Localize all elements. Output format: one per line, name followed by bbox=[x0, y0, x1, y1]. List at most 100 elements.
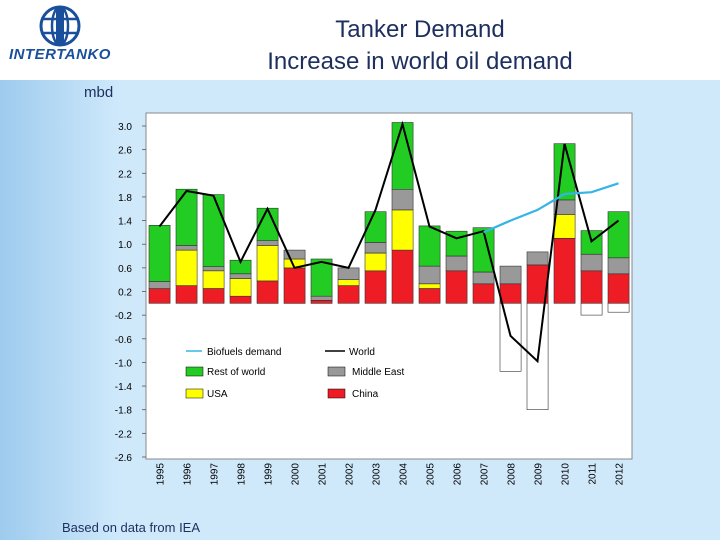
bar-middle_east-2001 bbox=[310, 295, 333, 301]
bar-usa-2004 bbox=[391, 209, 414, 251]
bar-middle_east-1995 bbox=[148, 281, 171, 289]
x-tick-label: 1996 bbox=[183, 463, 194, 486]
bar-china-1999 bbox=[256, 280, 279, 304]
globe-icon bbox=[39, 5, 81, 47]
bar-middle_east-2004 bbox=[391, 188, 414, 211]
bar-middle_east-2000 bbox=[283, 249, 306, 260]
x-tick-label: 2000 bbox=[291, 463, 302, 486]
x-tick-label: 2011 bbox=[588, 463, 599, 485]
bar-usa-2012 bbox=[607, 302, 630, 313]
bar-china-2003 bbox=[364, 270, 387, 304]
logo-text: INTERTANKO bbox=[9, 46, 111, 63]
title-line-2: Increase in world oil demand bbox=[267, 48, 573, 75]
y-tick-label: 0.6 bbox=[118, 264, 132, 275]
y-tick-label: 3.0 bbox=[118, 122, 132, 133]
page-title: Tanker Demand Increase in world oil dema… bbox=[130, 14, 710, 78]
y-tick-label: 1.4 bbox=[118, 217, 132, 228]
bar-middle_east-2007 bbox=[472, 271, 495, 285]
y-tick-label: -1.8 bbox=[115, 406, 133, 417]
bar-china-1997 bbox=[202, 288, 225, 304]
legend: Biofuels demand World Rest of world Midd… bbox=[185, 347, 404, 400]
x-tick-label: 2003 bbox=[372, 463, 383, 486]
legend-label-world: World bbox=[349, 347, 375, 358]
legend-label-china: China bbox=[352, 389, 379, 400]
bar-middle_east-2005 bbox=[418, 265, 441, 285]
bar-usa-2002 bbox=[337, 279, 360, 286]
bar-china-1995 bbox=[148, 288, 171, 304]
x-axis: 1995 1996 1997 1998 1999 2000 2001 2002 2003 2004… bbox=[156, 463, 626, 486]
bar-rest_of_world-2001 bbox=[310, 258, 333, 297]
bar-middle_east-1999 bbox=[256, 240, 279, 246]
bar-china-1996 bbox=[175, 285, 198, 304]
bar-middle_east-2002 bbox=[337, 267, 360, 280]
x-tick-label: 2004 bbox=[399, 463, 410, 486]
y-tick-label: 0.2 bbox=[118, 288, 132, 299]
y-tick-label: -2.2 bbox=[115, 429, 133, 440]
legend-swatch-usa bbox=[185, 388, 204, 399]
bar-china-2010 bbox=[553, 238, 576, 304]
x-tick-label: 2005 bbox=[426, 463, 437, 486]
bar-middle_east-2011 bbox=[580, 254, 603, 272]
bar-usa-2010 bbox=[553, 214, 576, 239]
bar-china-2012 bbox=[607, 273, 630, 304]
source-footnote: Based on data from IEA bbox=[62, 520, 201, 535]
x-tick-label: 1999 bbox=[264, 463, 275, 486]
bar-usa-2011 bbox=[580, 302, 603, 316]
bar-middle_east-2012 bbox=[607, 257, 630, 275]
bar-middle_east-1996 bbox=[175, 245, 198, 251]
bar-china-2001 bbox=[310, 300, 333, 304]
line-world bbox=[158, 120, 620, 364]
bar-china-1998 bbox=[229, 295, 252, 304]
bar-middle_east-2003 bbox=[364, 242, 387, 254]
legend-label-rest-of-world: Rest of world bbox=[207, 367, 265, 378]
x-tick-label: 2002 bbox=[345, 463, 356, 486]
x-tick-label: 2012 bbox=[615, 463, 626, 486]
bar-middle_east-2006 bbox=[445, 255, 468, 272]
y-tick-label: -0.6 bbox=[115, 335, 133, 346]
legend-swatch-china bbox=[327, 388, 346, 399]
x-tick-label: 1995 bbox=[156, 463, 167, 486]
bar-rest_of_world-1997 bbox=[202, 194, 225, 268]
plot-area bbox=[145, 112, 633, 460]
legend-label-middle-east: Middle East bbox=[352, 367, 404, 378]
legend-swatch-rest-of-world bbox=[185, 366, 204, 377]
bar-china-2006 bbox=[445, 270, 468, 304]
bar-rest_of_world-1995 bbox=[148, 225, 171, 282]
x-tick-label: 2001 bbox=[318, 463, 329, 486]
legend-label-biofuels: Biofuels demand bbox=[207, 347, 282, 358]
bar-china-2002 bbox=[337, 285, 360, 304]
bar-middle_east-2009 bbox=[526, 251, 549, 266]
side-band bbox=[0, 0, 120, 540]
y-tick-label: 2.6 bbox=[118, 146, 132, 157]
y-tick-label: 1.0 bbox=[118, 240, 132, 251]
y-tick-label: 1.8 bbox=[118, 193, 132, 204]
x-tick-label: 1998 bbox=[237, 463, 248, 486]
bar-china-2011 bbox=[580, 270, 603, 304]
logo: INTERTANKO bbox=[0, 0, 120, 80]
y-tick-label: -0.2 bbox=[115, 311, 133, 322]
y-axis: 3.0 2.6 2.2 1.8 1.4 1.0 0.6 0.2 -0.2 -0.6 -1.0 -1.4… bbox=[115, 122, 146, 464]
y-tick-label: -2.6 bbox=[115, 453, 133, 464]
bar-usa-2008 bbox=[499, 302, 522, 372]
title-line-1: Tanker Demand bbox=[335, 16, 505, 43]
bar-usa-2005 bbox=[418, 283, 441, 289]
lines-layer bbox=[158, 120, 620, 364]
bar-rest_of_world-2007 bbox=[472, 227, 495, 273]
bar-rest_of_world-2012 bbox=[607, 211, 630, 259]
bar-china-2000 bbox=[283, 267, 306, 304]
bars-layer bbox=[148, 122, 630, 410]
x-tick-label: 1997 bbox=[210, 463, 221, 486]
bar-china-2005 bbox=[418, 288, 441, 304]
header-band bbox=[0, 0, 720, 80]
bar-china-2008 bbox=[499, 283, 522, 304]
y-tick-label: -1.4 bbox=[115, 382, 133, 393]
x-tick-label: 2009 bbox=[534, 463, 545, 486]
bar-middle_east-1997 bbox=[202, 266, 225, 272]
bar-usa-1998 bbox=[229, 278, 252, 297]
bar-usa-1997 bbox=[202, 270, 225, 289]
x-tick-label: 2010 bbox=[561, 463, 572, 486]
unit-label: mbd bbox=[84, 84, 114, 101]
bar-usa-1996 bbox=[175, 249, 198, 286]
bar-rest_of_world-1996 bbox=[175, 188, 198, 246]
